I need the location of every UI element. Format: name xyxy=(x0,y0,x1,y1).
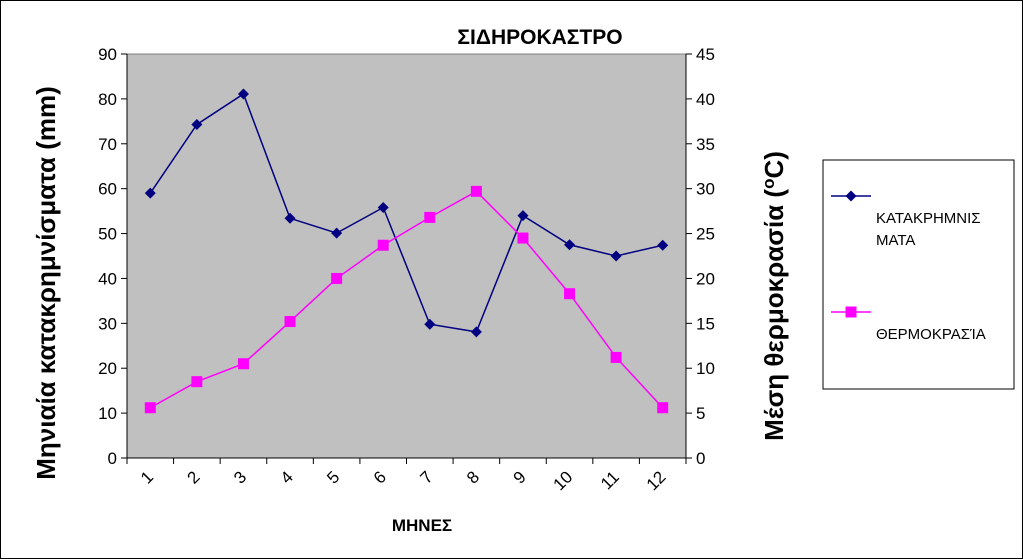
left-tick-label: 90 xyxy=(98,45,117,64)
right-tick-label: 20 xyxy=(696,269,715,288)
right-tick-label: 40 xyxy=(696,90,715,109)
series-line xyxy=(149,92,663,333)
legend-label: ΘΕΡΜΟΚΡΑΣΊΑ xyxy=(876,326,986,343)
data-point xyxy=(237,358,249,370)
data-point xyxy=(657,402,669,414)
right-y-axis: 0 5 10 15 20 25 30 35 40 45 xyxy=(685,45,715,468)
data-point xyxy=(470,326,482,338)
data-point xyxy=(517,210,529,222)
x-tick-label: 1 xyxy=(137,467,157,487)
left-tick-label: 30 xyxy=(98,314,117,333)
right-tick-label: 35 xyxy=(696,135,715,154)
x-tick-label: 4 xyxy=(277,467,297,487)
data-point xyxy=(564,239,576,251)
x-tick-label: 8 xyxy=(463,467,483,487)
data-point xyxy=(610,250,622,262)
right-tick-label: 5 xyxy=(696,404,705,423)
series-line xyxy=(149,190,664,409)
data-point xyxy=(377,239,389,251)
data-point xyxy=(517,232,529,244)
legend-marker xyxy=(845,190,857,202)
left-tick-label: 20 xyxy=(98,359,117,378)
right-tick-label: 45 xyxy=(696,45,715,64)
data-point xyxy=(284,316,296,328)
left-tick-label: 80 xyxy=(98,90,117,109)
right-tick-label: 0 xyxy=(696,449,705,468)
left-y-axis: 0 10 20 30 40 50 60 70 80 90 xyxy=(98,45,128,468)
x-axis: 1 2 3 4 5 6 7 8 9 10 11 12 xyxy=(126,457,687,494)
chart-title: ΣΙΔΗΡΟΚΑΣΤΡΟ xyxy=(457,26,622,49)
right-tick-label: 25 xyxy=(696,225,715,244)
left-tick-label: 60 xyxy=(98,180,117,199)
x-tick-label: 10 xyxy=(550,467,577,494)
series-precipitation xyxy=(144,88,669,338)
right-tick-label: 10 xyxy=(696,359,715,378)
x-tick-label: 3 xyxy=(230,467,250,487)
data-point xyxy=(191,118,203,130)
x-tick-label: 9 xyxy=(510,467,530,487)
legend-marker xyxy=(845,306,857,318)
data-point xyxy=(191,376,203,388)
x-axis-label: ΜΗΝΕΣ xyxy=(392,516,452,535)
x-tick-label: 12 xyxy=(643,467,670,494)
left-tick-label: 50 xyxy=(98,225,117,244)
data-point xyxy=(284,212,296,224)
x-tick-label: 6 xyxy=(370,467,390,487)
left-tick-label: 10 xyxy=(98,404,117,423)
right-tick-label: 30 xyxy=(696,180,715,199)
x-tick-label: 2 xyxy=(184,467,204,487)
right-tick-label: 15 xyxy=(696,314,715,333)
data-point xyxy=(144,187,156,199)
series-temperature xyxy=(144,185,669,414)
left-tick-label: 0 xyxy=(108,449,117,468)
x-tick-label: 7 xyxy=(416,467,436,487)
x-tick-label: 11 xyxy=(597,467,623,493)
data-point xyxy=(237,88,249,100)
legend-label: ΜΑΤΑ xyxy=(876,232,915,249)
legend-box xyxy=(822,159,1015,390)
data-point xyxy=(424,318,436,330)
data-point xyxy=(331,227,343,239)
legend-label: ΚΑΤΑΚΡΗΜΝΙΣ xyxy=(876,210,981,227)
plot-area xyxy=(126,53,687,459)
left-axis-label: Μηνιαία κατακρημνίσματα (mm) xyxy=(31,86,61,480)
left-tick-label: 40 xyxy=(98,269,117,288)
data-point xyxy=(377,202,389,214)
x-tick-label: 5 xyxy=(323,467,343,487)
legend: ΚΑΤΑΚΡΗΜΝΙΣ ΜΑΤΑ ΘΕΡΜΟΚΡΑΣΊΑ xyxy=(822,159,1015,390)
data-point xyxy=(424,211,436,223)
data-point xyxy=(144,402,156,414)
left-tick-label: 70 xyxy=(98,135,117,154)
data-point xyxy=(470,185,482,197)
data-point xyxy=(564,288,576,300)
series-layer xyxy=(144,88,669,414)
right-axis-label: Μέση θερμοκρασία (oC) xyxy=(759,151,790,441)
data-point xyxy=(610,351,622,363)
data-point xyxy=(657,239,669,251)
data-point xyxy=(331,272,343,284)
